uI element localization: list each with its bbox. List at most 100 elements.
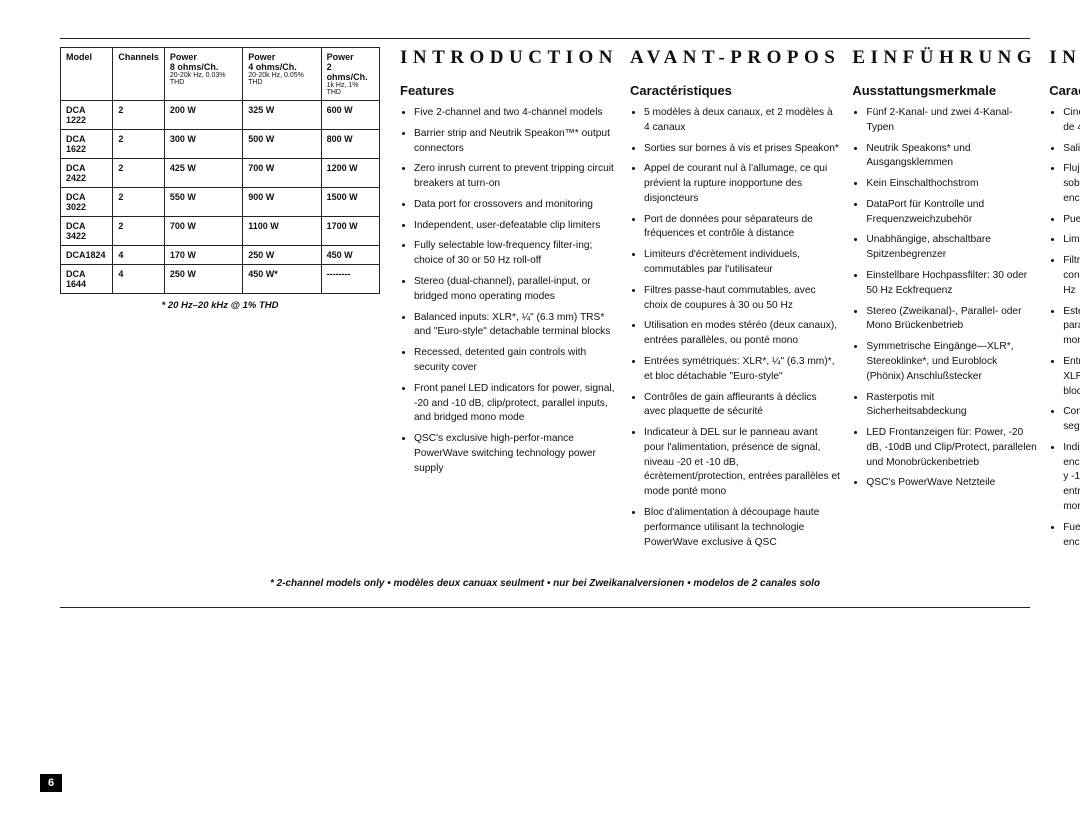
list-item: Limiteurs d'écrètement individuels, comm… — [644, 248, 840, 278]
table-cell: 250 W — [164, 265, 242, 294]
list-item: Estéreo (dos canales), modos de operació… — [1063, 305, 1080, 349]
table-cell: 200 W — [164, 101, 242, 130]
list-item: Indicadores LED en el panel frontal para… — [1063, 441, 1080, 515]
bottom-rule — [60, 607, 1030, 608]
table-cell: DCA 1222 — [61, 101, 113, 130]
list-item: Puerto de datos para crossovers y monito… — [1063, 213, 1080, 228]
table-row: DCA18244170 W250 W450 W — [61, 246, 380, 265]
list-item: Independent, user-defeatable clip limite… — [414, 219, 618, 234]
table-row: DCA 24222425 W700 W1200 W — [61, 159, 380, 188]
table-cell: DCA1824 — [61, 246, 113, 265]
table-cell: 450 W* — [243, 265, 321, 294]
table-cell: 1500 W — [321, 188, 379, 217]
page-footnote: * 2-channel models only • modèles deux c… — [60, 578, 1030, 589]
list-item: Rasterpotis mit Sicherheitsabdeckung — [866, 391, 1037, 421]
list-item: Port de données pour séparateurs de fréq… — [644, 213, 840, 243]
table-row: DCA 16222300 W500 W800 W — [61, 130, 380, 159]
list-item: Stereo (Zweikanal)-, Parallel- oder Mono… — [866, 305, 1037, 335]
list-item: Data port for crossovers and monitoring — [414, 198, 618, 213]
table-cell: DCA 2422 — [61, 159, 113, 188]
table-cell: 800 W — [321, 130, 379, 159]
column-header: INTRODUCCIÓN — [1049, 47, 1080, 77]
top-rule — [60, 38, 1030, 39]
list-item: Zero inrush current to prevent tripping … — [414, 162, 618, 192]
th-p4: Power4 ohms/Ch. 20-20k Hz, 0.05% THD — [243, 48, 321, 101]
feature-columns: INTRODUCTION Features Five 2-channel and t… — [394, 47, 1080, 556]
list-item: Utilisation en modes stéréo (deux canaux… — [644, 319, 840, 349]
table-cell: 700 W — [164, 217, 242, 246]
table-cell: 550 W — [164, 188, 242, 217]
feature-list: Fünf 2-Kanal- und zwei 4-Kanal-Typen Neut… — [852, 106, 1037, 491]
list-item: Symmetrische Eingänge—XLR*, Stereoklinke… — [866, 340, 1037, 384]
feature-list: Five 2-channel and two 4-channel models B… — [400, 106, 618, 476]
list-item: Filtro de frecuencias graves seleccionab… — [1063, 254, 1080, 298]
table-cell: 1100 W — [243, 217, 321, 246]
list-item: Appel de courant nul à l'allumage, ce qu… — [644, 162, 840, 206]
list-item: 5 modèles à deux canaux, et 2 modèles à … — [644, 106, 840, 136]
table-cell: DCA 1622 — [61, 130, 113, 159]
list-item: Kein Einschalthochstrom — [866, 177, 1037, 192]
th-p2: Power2 ohms/Ch. 1k Hz, 1% THD — [321, 48, 379, 101]
list-item: Fully selectable low-frequency filter-in… — [414, 239, 618, 269]
table-row: DCA 30222550 W900 W1500 W — [61, 188, 380, 217]
column-header: INTRODUCTION — [400, 47, 618, 77]
table-cell: 2 — [113, 159, 165, 188]
list-item: Balanced inputs: XLR*, ¼" (6.3 mm) TRS* … — [414, 311, 618, 341]
table-cell: 1200 W — [321, 159, 379, 188]
list-item: Einstellbare Hochpassfilter: 30 oder 50 … — [866, 269, 1037, 299]
table-cell: 425 W — [164, 159, 242, 188]
list-item: Stereo (dual-channel), parallel-input, o… — [414, 275, 618, 305]
table-cell: 4 — [113, 246, 165, 265]
page-number: 6 — [40, 774, 62, 792]
table-cell: 4 — [113, 265, 165, 294]
table-cell: 2 — [113, 217, 165, 246]
list-item: Entrées symétriques: XLR*, ¼" (6.3 mm)*,… — [644, 355, 840, 385]
list-item: Flujo de corriente en cero para evitar s… — [1063, 162, 1080, 206]
table-cell: 700 W — [243, 159, 321, 188]
feature-column: INTRODUCTION Features Five 2-channel and t… — [394, 47, 624, 556]
list-item: Neutrik Speakons* und Ausgangsklemmen — [866, 142, 1037, 172]
column-header: AVANT-PROPOS — [630, 47, 840, 77]
list-item: DataPort für Kontrolle und Frequenzweich… — [866, 198, 1037, 228]
table-cell: 300 W — [164, 130, 242, 159]
table-cell: 2 — [113, 188, 165, 217]
th-channels: Channels — [113, 48, 165, 101]
column-subheader: Características — [1049, 83, 1080, 98]
list-item: Limitador de picos independiente — [1063, 233, 1080, 248]
list-item: LED Frontanzeigen für: Power, -20 dB, -1… — [866, 426, 1037, 470]
list-item: Unabhängige, abschaltbare Spitzenbegrenz… — [866, 233, 1037, 263]
table-cell: -------- — [321, 265, 379, 294]
column-subheader: Ausstattungsmerkmale — [852, 83, 1037, 98]
list-item: Barrier strip and Neutrik Speakon™* outp… — [414, 127, 618, 157]
list-item: Recessed, detented gain controls with se… — [414, 346, 618, 376]
list-item: Salidas de barrera y Neutrik Speakon™* — [1063, 142, 1080, 157]
th-p8: Power8 ohms/Ch. 20-20k Hz, 0.03% THD — [164, 48, 242, 101]
feature-column: EINFÜHRUNG Ausstattungsmerkmale Fünf 2-Kan… — [846, 47, 1043, 556]
table-cell: 2 — [113, 130, 165, 159]
feature-column: INTRODUCCIÓN Características Cinco modelos… — [1043, 47, 1080, 556]
feature-list: Cinco modelos de 2 canales, y dos modelo… — [1049, 106, 1080, 550]
list-item: Entradas balanceadas, con conectores XLR… — [1063, 355, 1080, 399]
table-cell: 500 W — [243, 130, 321, 159]
table-cell: DCA 1644 — [61, 265, 113, 294]
list-item: Five 2-channel and two 4-channel models — [414, 106, 618, 121]
table-cell: 2 — [113, 101, 165, 130]
list-item: QSC's PowerWave Netzteile — [866, 476, 1037, 491]
column-header: EINFÜHRUNG — [852, 47, 1037, 77]
list-item: Fuente de alimentación con la tecnología… — [1063, 521, 1080, 551]
table-cell: 250 W — [243, 246, 321, 265]
table-row: DCA 12222200 W325 W600 W — [61, 101, 380, 130]
spec-table: Model Channels Power8 ohms/Ch. 20-20k Hz… — [60, 47, 380, 294]
th-model: Model — [61, 48, 113, 101]
list-item: Contrôles de gain affleurants à déclics … — [644, 391, 840, 421]
table-cell: 325 W — [243, 101, 321, 130]
list-item: Fünf 2-Kanal- und zwei 4-Kanal-Typen — [866, 106, 1037, 136]
feature-list: 5 modèles à deux canaux, et 2 modèles à … — [630, 106, 840, 550]
table-cell: 170 W — [164, 246, 242, 265]
list-item: Indicateur à DEL sur le panneau avant po… — [644, 426, 840, 500]
list-item: Controles de ganancia con retén y panel … — [1063, 405, 1080, 435]
table-row: DCA 34222700 W1100 W1700 W — [61, 217, 380, 246]
column-subheader: Features — [400, 83, 618, 98]
column-subheader: Caractéristiques — [630, 83, 840, 98]
list-item: Sorties sur bornes à vis et prises Speak… — [644, 142, 840, 157]
